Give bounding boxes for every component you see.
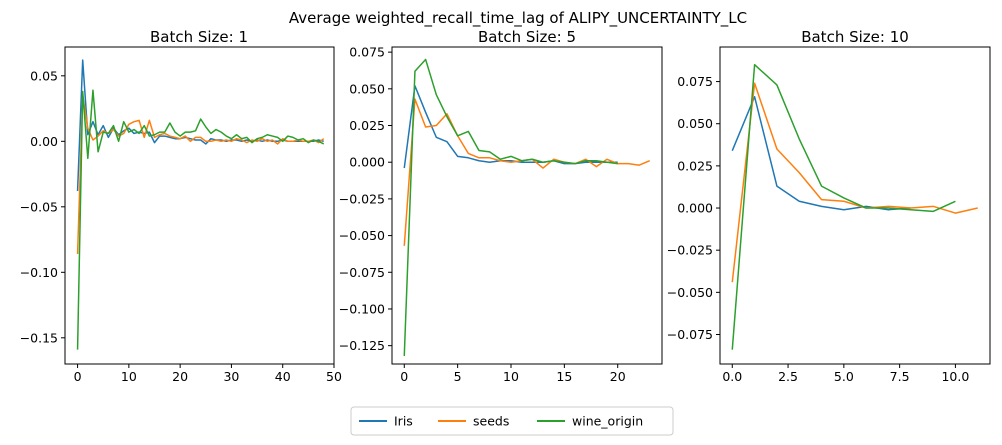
series-line-wine-origin bbox=[76, 89, 325, 350]
x-tick-label: 0 bbox=[74, 369, 82, 384]
legend-label-seeds: seeds bbox=[473, 414, 509, 429]
plot-area: 0 5 10 15 20 −0.125 −0.100 −0.075 −0.050 −0.025 0.… bbox=[339, 45, 663, 384]
y-tick-label: 0.025 bbox=[677, 158, 713, 173]
y-tick-label: 0.000 bbox=[349, 155, 385, 170]
x-tick-label: 10.0 bbox=[941, 369, 969, 384]
series-line-wine-origin bbox=[731, 63, 956, 350]
x-tick-label: 15 bbox=[556, 369, 572, 384]
y-tick-label: −0.100 bbox=[339, 301, 385, 316]
y-tick-label: −0.075 bbox=[667, 327, 713, 342]
legend-frame bbox=[350, 406, 674, 436]
x-tick-label: 20 bbox=[172, 369, 188, 384]
x-tick-label: 20 bbox=[610, 369, 626, 384]
subplot-batch-5: Batch Size: 5 0 5 10 15 20 −0.125 −0.100 −0.075… bbox=[339, 28, 663, 384]
x-tick-label: 10 bbox=[503, 369, 519, 384]
axes-frame bbox=[64, 46, 335, 365]
subplot-batch-1: Batch Size: 1 0 10 20 30 40 50 −0.15 −0.10 −0.05… bbox=[20, 28, 342, 384]
plot-area: 0 10 20 30 40 50 −0.15 −0.10 −0.05 0.00 0.05 bbox=[20, 46, 342, 384]
x-tick-label: 40 bbox=[275, 369, 291, 384]
series-line-iris bbox=[403, 85, 618, 169]
subplot-title: Batch Size: 10 bbox=[801, 28, 909, 46]
legend-label-iris: Iris bbox=[394, 414, 413, 429]
x-tick-label: 0 bbox=[400, 369, 408, 384]
y-tick-label: 0.050 bbox=[349, 81, 385, 96]
y-tick-label: −0.15 bbox=[20, 330, 58, 345]
x-tick-label: 50 bbox=[326, 369, 342, 384]
figure-title: Average weighted_recall_time_lag of ALIP… bbox=[289, 9, 747, 28]
x-tick-label: 5 bbox=[454, 369, 462, 384]
series-line-wine-origin bbox=[403, 58, 618, 356]
y-tick-label: 0.000 bbox=[677, 201, 713, 216]
x-tick-label: 30 bbox=[223, 369, 239, 384]
axes-frame bbox=[719, 46, 991, 365]
series-line-seeds bbox=[731, 82, 978, 283]
x-tick-label: 10 bbox=[121, 369, 137, 384]
y-tick-label: 0.05 bbox=[30, 68, 58, 83]
y-tick-label: −0.025 bbox=[667, 243, 713, 258]
y-tick-label: 0.050 bbox=[677, 116, 713, 131]
legend: Iris seeds wine_origin bbox=[350, 406, 674, 436]
y-tick-label: −0.025 bbox=[339, 191, 385, 206]
y-tick-label: −0.10 bbox=[20, 265, 58, 280]
y-tick-label: −0.050 bbox=[339, 228, 385, 243]
subplot-batch-10: Batch Size: 10 0.0 2.5 5.0 7.5 10.0 −0.075 −0.… bbox=[667, 28, 991, 384]
series-line-seeds bbox=[76, 94, 325, 254]
x-tick-label: 0.0 bbox=[722, 369, 742, 384]
y-tick-label: −0.05 bbox=[20, 199, 58, 214]
y-tick-label: 0.075 bbox=[349, 45, 385, 60]
y-tick-label: −0.125 bbox=[339, 338, 385, 353]
subplot-title: Batch Size: 5 bbox=[478, 28, 576, 46]
y-tick-label: 0.075 bbox=[677, 74, 713, 89]
series-line-iris bbox=[76, 59, 324, 192]
x-tick-label: 7.5 bbox=[890, 369, 910, 384]
y-tick-label: −0.050 bbox=[667, 285, 713, 300]
y-tick-label: −0.075 bbox=[339, 265, 385, 280]
x-tick-label: 5.0 bbox=[834, 369, 854, 384]
y-tick-label: 0.00 bbox=[30, 134, 58, 149]
y-tick-label: 0.025 bbox=[349, 118, 385, 133]
plot-area: 0.0 2.5 5.0 7.5 10.0 −0.075 −0.050 −0.025 0.000 0… bbox=[667, 46, 991, 384]
legend-label-wine-origin: wine_origin bbox=[572, 414, 643, 429]
subplot-title: Batch Size: 1 bbox=[150, 28, 248, 46]
axes-frame bbox=[391, 46, 663, 365]
x-tick-label: 2.5 bbox=[778, 369, 798, 384]
